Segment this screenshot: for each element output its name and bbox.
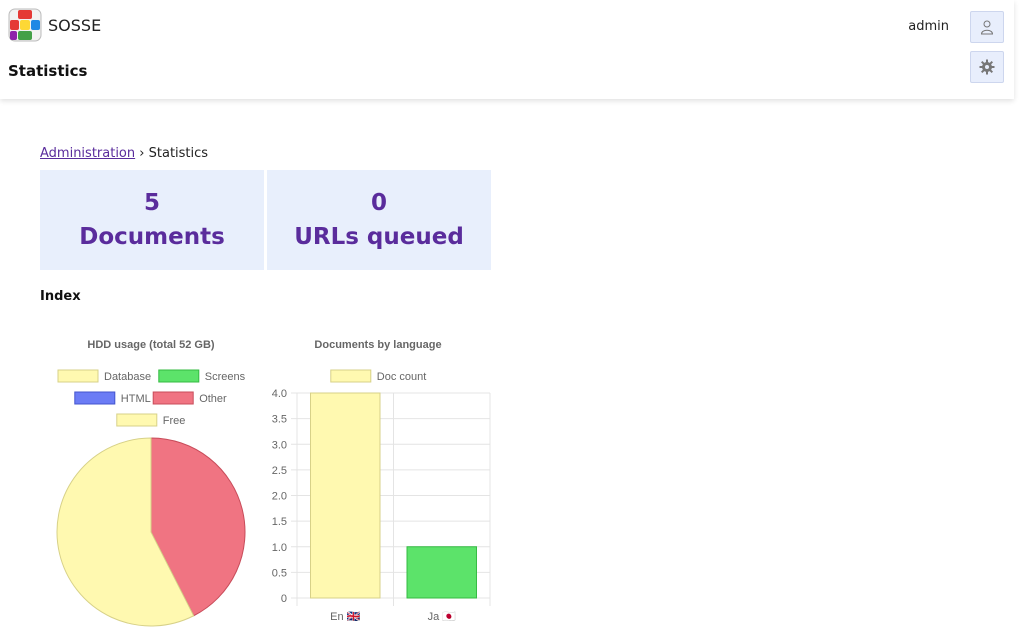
stat-urls-queued[interactable]: 0 URLs queued (267, 170, 491, 270)
y-tick-label: 0 (281, 593, 287, 605)
y-tick-label: 1.0 (272, 542, 287, 554)
legend-item-doc-count[interactable]: Doc count (330, 369, 427, 383)
brand[interactable]: SOSSE (8, 8, 101, 42)
y-tick-label: 3.0 (272, 439, 287, 451)
user-menu-button[interactable] (970, 11, 1004, 43)
legend-swatch (57, 369, 99, 383)
stat-documents-label: Documents (79, 224, 225, 250)
stat-urls-value: 0 (370, 190, 387, 216)
legend-swatch (330, 369, 372, 383)
brand-name: SOSSE (48, 15, 102, 35)
stat-urls-label: URLs queued (294, 224, 464, 250)
legend-item-other[interactable]: Other (152, 391, 227, 405)
breadcrumb-administration-link[interactable]: Administration (40, 146, 136, 161)
legend-label: Other (199, 393, 227, 405)
gear-icon (979, 59, 995, 75)
pie-slice-other[interactable] (150, 437, 246, 617)
legend-item-screens[interactable]: Screens (158, 369, 246, 383)
legend-label: Doc count (377, 371, 427, 383)
documents-by-language-chart: Documents by language Doc count 0 0.5 1.0 1… (272, 339, 491, 623)
header: SOSSE Statistics admin (0, 0, 1014, 99)
stat-documents-value: 5 (143, 190, 160, 216)
settings-button[interactable] (970, 51, 1004, 83)
legend-swatch (152, 391, 194, 405)
legend-swatch (74, 391, 116, 405)
hdd-usage-chart: HDD usage (total 52 GB) Database Screens H… (56, 339, 246, 627)
legend-label: Free (163, 415, 186, 427)
username[interactable]: admin (908, 19, 949, 34)
user-icon (980, 20, 994, 35)
breadcrumb-separator: › (139, 146, 145, 161)
legend-swatch (116, 413, 158, 427)
y-tick-label: 2.0 (272, 491, 287, 503)
y-tick-label: 2.5 (272, 465, 287, 477)
bar-en[interactable] (310, 392, 381, 599)
breadcrumb: Administration › Statistics (40, 146, 208, 161)
y-tick-label: 4.0 (272, 388, 287, 400)
stat-documents[interactable]: 5 Documents (40, 170, 264, 270)
legend-item-html[interactable]: HTML (74, 391, 151, 405)
x-tick-label: En 🇬🇧 (330, 610, 361, 623)
legend-swatch (158, 369, 200, 383)
legend-item-database[interactable]: Database (57, 369, 151, 383)
y-tick-label: 3.5 (272, 414, 287, 426)
legend-label: Database (104, 371, 151, 383)
legend-label: HTML (121, 393, 151, 405)
legend-item-free[interactable]: Free (116, 413, 186, 427)
breadcrumb-current: Statistics (148, 146, 209, 161)
bar-ja[interactable] (406, 546, 477, 599)
pie-slice-free[interactable] (56, 437, 195, 627)
section-title-index: Index (40, 289, 81, 304)
sosse-logo-icon (8, 8, 42, 42)
hdd-chart-title: HDD usage (total 52 GB) (87, 339, 214, 351)
page-title: Statistics (8, 62, 88, 80)
y-tick-label: 1.5 (272, 516, 287, 528)
legend-label: Screens (205, 371, 246, 383)
x-tick-label: Ja 🇯🇵 (428, 610, 457, 623)
y-tick-label: 0.5 (272, 567, 287, 579)
lang-chart-title: Documents by language (314, 339, 441, 351)
